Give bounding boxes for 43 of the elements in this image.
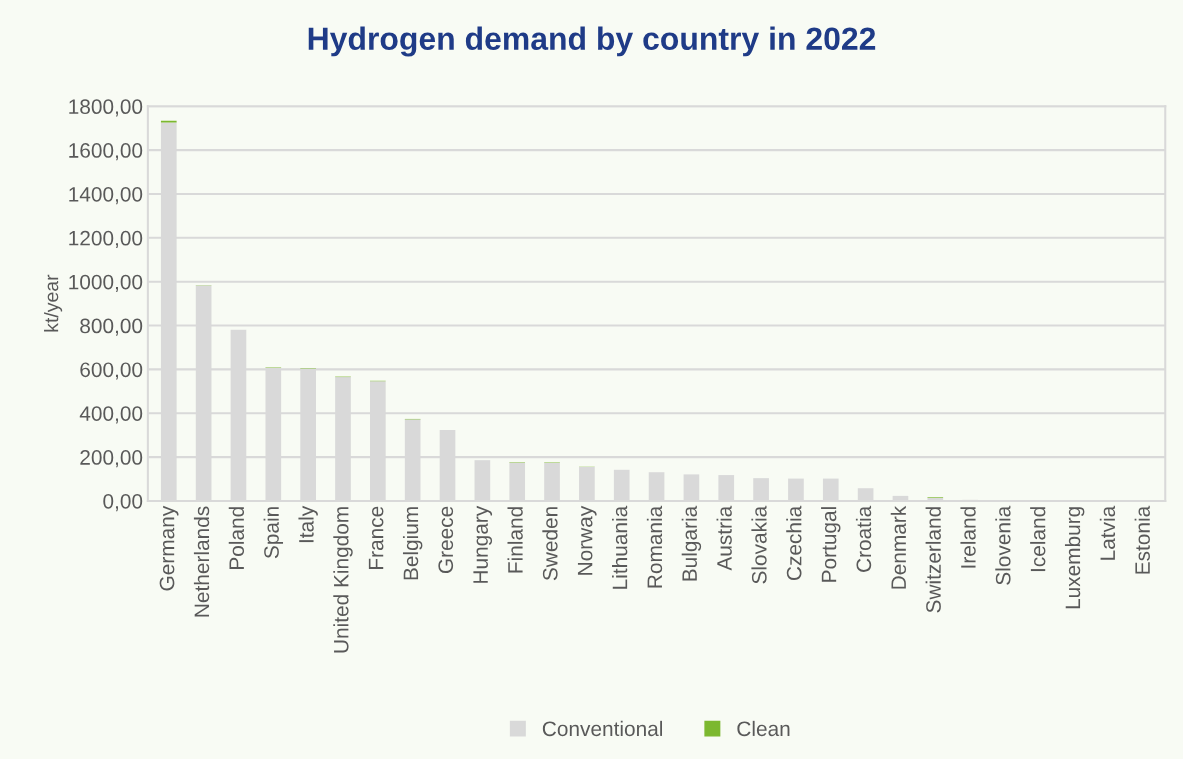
x-tick-label: Slovakia [751,505,767,584]
x-tick-label: Ireland [960,507,976,568]
y-tick-label: 1200,00 [69,230,143,249]
x-tick-label: Poland [228,507,245,569]
x-tick-label: Portugal [821,507,841,582]
x-tick-label: Netherlands [193,506,210,617]
x-tick-label: Iceland [1030,507,1046,572]
y-axis-title: kt/year [44,274,63,332]
y-tick-label: 400,00 [79,406,143,424]
x-tick-label: Romania [646,505,663,588]
x-tick-label: France [368,506,384,569]
legend-label: Clean [737,720,790,737]
x-tick-label: Latvia [1099,505,1116,560]
y-tick-label: 600,00 [80,362,143,380]
y-tick-label: 800,00 [80,318,143,336]
x-tick-label: Norway [577,505,597,575]
y-tick-label: 1000,00 [69,274,143,292]
x-tick-label: Belgium [402,507,423,580]
x-tick-label: Slovenia [995,505,1011,585]
y-tick-label: 0,00 [103,493,143,512]
y-tick-label: 1800,00 [69,99,143,117]
x-tick-label: Greece [438,506,454,574]
y-tick-label: 1400,00 [69,186,143,205]
x-tick-label: Italy [298,505,318,543]
y-tick-label: 200,00 [80,450,143,468]
chart-title: Hydrogen demand by country in 2022 [308,26,876,57]
x-tick-label: Austria [716,505,732,571]
y-tick-label: 1600,00 [69,143,143,161]
x-tick-label: Luxemburg [1064,507,1085,609]
x-tick-label: Switzerland [925,507,941,613]
x-tick-label: Finland [507,507,523,573]
x-tick-label: Lithuania [612,505,628,589]
x-tick-label: Croatia [855,505,872,572]
x-tick-label: Spain [263,507,284,559]
x-tick-label: Denmark [890,505,907,589]
legend-label: Conventional [542,720,663,737]
x-tick-label: Germany [159,505,179,591]
x-tick-label: Bulgaria [681,505,702,581]
x-tick-label: United Kingdom [333,507,353,653]
x-tick-label: Hungary [473,505,493,583]
x-tick-label: Sweden [542,507,558,581]
x-tick-label: Czechia [786,505,802,581]
x-tick-label: Estonia [1134,505,1150,574]
